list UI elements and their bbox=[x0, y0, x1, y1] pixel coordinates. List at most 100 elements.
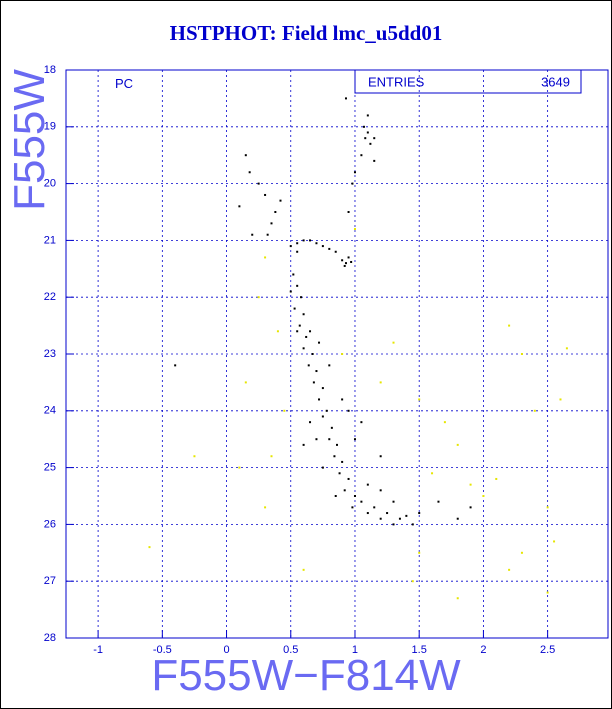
point bbox=[244, 381, 247, 384]
point bbox=[344, 97, 347, 100]
plot-frame bbox=[65, 69, 609, 639]
point bbox=[334, 250, 337, 253]
point bbox=[318, 398, 321, 401]
point bbox=[418, 512, 421, 515]
point bbox=[289, 245, 292, 248]
point bbox=[274, 211, 277, 213]
point bbox=[411, 580, 414, 583]
point bbox=[309, 239, 312, 242]
stats-label: ENTRIES bbox=[368, 74, 425, 89]
point bbox=[353, 495, 356, 497]
y-axis-label: F555W bbox=[5, 69, 54, 211]
point bbox=[366, 483, 369, 486]
point bbox=[334, 495, 337, 497]
point bbox=[302, 443, 305, 446]
point bbox=[366, 131, 369, 134]
point bbox=[362, 125, 365, 128]
point bbox=[296, 242, 299, 245]
point bbox=[174, 364, 177, 367]
point bbox=[270, 222, 273, 225]
point bbox=[333, 455, 336, 458]
point bbox=[264, 506, 267, 509]
point bbox=[565, 347, 568, 350]
point bbox=[257, 182, 260, 185]
point bbox=[321, 466, 324, 469]
point bbox=[325, 409, 328, 412]
point bbox=[351, 182, 354, 185]
point bbox=[341, 259, 344, 262]
point bbox=[546, 591, 549, 594]
y-tick-label: 26 bbox=[44, 518, 56, 530]
point bbox=[298, 324, 301, 327]
point bbox=[443, 421, 446, 424]
point bbox=[300, 296, 303, 299]
point bbox=[276, 330, 279, 333]
point bbox=[315, 438, 318, 441]
point bbox=[330, 426, 333, 429]
point bbox=[520, 551, 523, 554]
point bbox=[307, 364, 310, 367]
point bbox=[338, 472, 341, 475]
point bbox=[379, 455, 382, 458]
y-tick-label: 24 bbox=[44, 405, 56, 417]
point bbox=[309, 421, 312, 424]
point bbox=[360, 154, 363, 157]
point bbox=[411, 523, 414, 526]
y-tick-label: 18 bbox=[44, 64, 56, 76]
point bbox=[341, 398, 344, 401]
point bbox=[293, 307, 296, 310]
point bbox=[302, 568, 305, 571]
point bbox=[456, 597, 459, 600]
point bbox=[360, 500, 363, 503]
point bbox=[437, 500, 440, 503]
point bbox=[302, 239, 305, 242]
point bbox=[456, 443, 459, 446]
point bbox=[292, 273, 295, 276]
x-axis-label: F555W−F814W bbox=[151, 651, 461, 700]
x-tick-label: 2.5 bbox=[540, 644, 555, 656]
point bbox=[431, 472, 434, 475]
x-tick-label: 1.5 bbox=[412, 644, 427, 656]
x-tick-label: -0.5 bbox=[153, 644, 172, 656]
point bbox=[369, 142, 372, 145]
point bbox=[321, 415, 324, 418]
point bbox=[296, 284, 299, 287]
point bbox=[418, 551, 421, 554]
point bbox=[343, 264, 346, 267]
point bbox=[350, 260, 353, 263]
point bbox=[238, 466, 241, 469]
point bbox=[296, 250, 299, 253]
point bbox=[251, 233, 254, 236]
x-tick-label: 0 bbox=[223, 644, 229, 656]
y-tick-label: 27 bbox=[44, 575, 56, 587]
point bbox=[328, 247, 331, 250]
point bbox=[315, 242, 318, 245]
point bbox=[302, 347, 305, 350]
point bbox=[279, 199, 282, 202]
point bbox=[398, 517, 401, 520]
point bbox=[495, 477, 498, 480]
point bbox=[351, 506, 354, 509]
point bbox=[257, 296, 260, 299]
point bbox=[392, 341, 395, 344]
point bbox=[341, 460, 344, 463]
point bbox=[321, 245, 324, 248]
point bbox=[373, 506, 376, 509]
point bbox=[289, 290, 292, 293]
point bbox=[264, 256, 267, 259]
point bbox=[360, 421, 363, 424]
point bbox=[328, 438, 331, 441]
point bbox=[520, 353, 523, 355]
point bbox=[244, 154, 247, 157]
point bbox=[193, 455, 196, 458]
x-tick-label: 1 bbox=[352, 644, 358, 656]
point bbox=[148, 546, 151, 549]
point bbox=[343, 489, 346, 492]
y-tick-label: 20 bbox=[44, 178, 56, 190]
point bbox=[418, 398, 421, 401]
y-tick-label: 28 bbox=[44, 632, 56, 644]
point bbox=[508, 568, 511, 571]
y-tick-label: 23 bbox=[44, 348, 56, 360]
